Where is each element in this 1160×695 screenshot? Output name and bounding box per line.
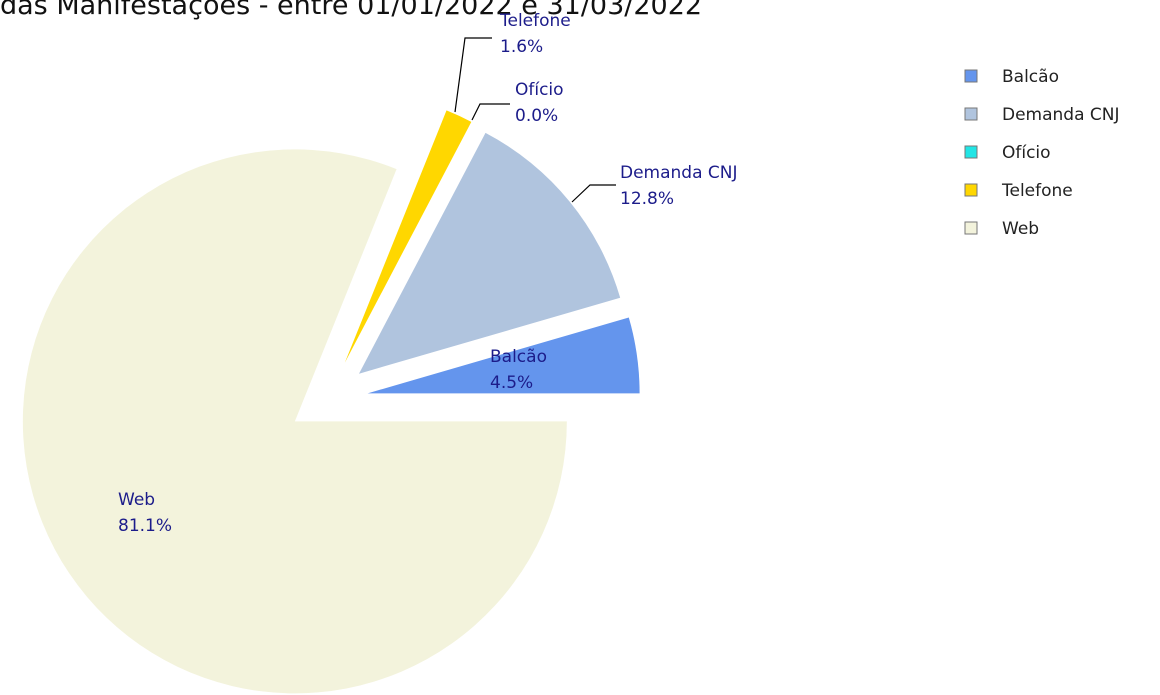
legend-label: Demanda CNJ xyxy=(1002,105,1120,125)
legend-label: Telefone xyxy=(1001,181,1073,201)
leader-line xyxy=(571,184,616,203)
slice-value-label: 1.6% xyxy=(500,37,543,57)
pie-slice xyxy=(367,317,640,394)
pie-slice xyxy=(22,149,567,694)
legend-label: Web xyxy=(1002,219,1039,239)
slice-label: Balcão xyxy=(490,347,547,367)
slice-value-label: 0.0% xyxy=(515,106,558,126)
slice-label: Demanda CNJ xyxy=(620,163,738,183)
slice-value-label: 12.8% xyxy=(620,189,674,209)
chart-title: das Manifestações - entre 01/01/2022 e 3… xyxy=(0,0,702,21)
legend-swatch xyxy=(964,183,978,197)
legend-label: Ofício xyxy=(1002,143,1051,163)
legend-swatch xyxy=(964,107,978,121)
pie-slice xyxy=(344,110,472,363)
leader-line xyxy=(454,37,492,113)
slice-label: Web xyxy=(118,490,155,510)
legend-swatch xyxy=(964,221,978,235)
slice-label: Ofício xyxy=(515,80,564,100)
leader-line xyxy=(471,103,510,121)
legend-swatch xyxy=(964,145,978,159)
legend-label: Balcão xyxy=(1002,67,1059,87)
slice-value-label: 81.1% xyxy=(118,516,172,536)
pie-slice xyxy=(358,132,621,374)
slice-value-label: 4.5% xyxy=(490,373,533,393)
legend-swatch xyxy=(964,69,978,83)
slice-label: Telefone xyxy=(499,11,571,31)
